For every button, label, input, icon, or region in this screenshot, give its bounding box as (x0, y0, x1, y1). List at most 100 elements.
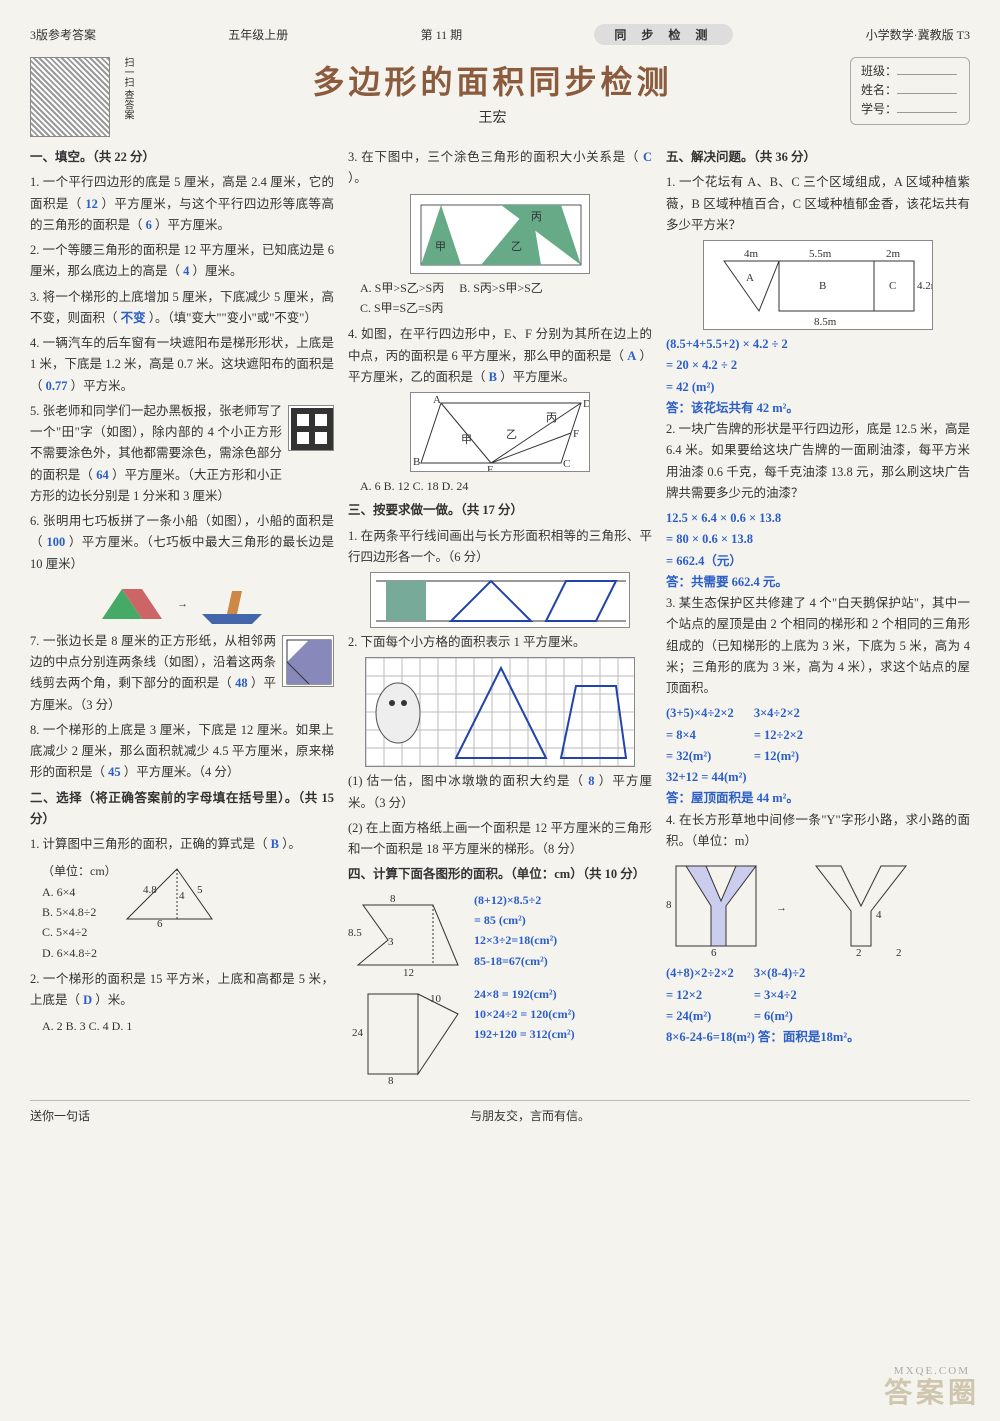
watermark: 答案圈 (884, 1371, 980, 1411)
svg-text:2m: 2m (886, 248, 901, 260)
svg-text:8.5m: 8.5m (814, 316, 837, 328)
author: 王宏 (135, 107, 850, 127)
svg-text:D: D (583, 398, 590, 410)
hdr-left1: 3版参考答案 (30, 26, 96, 43)
svg-text:→: → (177, 598, 188, 610)
c2-q3-2-2: (2) 在上面方格纸上画一个面积是 12 平方厘米的三角形和一个面积是 18 平… (348, 818, 652, 861)
hdr-left2: 五年级上册 (228, 26, 288, 43)
c3-q3-sum: 32+12 = 44(m²) (666, 767, 970, 788)
column-3: 五、解决问题。（共 36 分） 1. 一个花坛有 A、B、C 三个区域组成，A … (666, 147, 970, 1084)
calc4-1: (8+12)×8.5÷2 = 85 (cm²) 12×3÷2=18(cm²) 8… (474, 890, 557, 980)
c3-q3-work: (3+5)×4÷2×2 = 8×4 = 32(m²) 3×4÷2×2 = 12÷… (666, 703, 970, 767)
title-row: 扫一扫 查答案 多边形的面积同步检测 王宏 班级： 姓名： 学号： (30, 57, 970, 137)
lbl-id: 学号： (861, 102, 897, 116)
svg-text:C: C (889, 280, 896, 292)
svg-text:乙: 乙 (506, 428, 517, 441)
svg-text:12: 12 (403, 967, 414, 979)
flowerbed: 4m 5.5m 2m 4.2m 8.5m A B C (703, 240, 933, 330)
c2-q3: 3. 在下图中，三个涂色三角形的面积大小关系是（ C ）。 (348, 147, 652, 190)
svg-text:丙: 丙 (546, 412, 557, 424)
q3: 3. 将一个梯形的上底增加 5 厘米，下底减少 5 厘米，高不变，则面积（ 不变… (30, 287, 334, 330)
q2-2: 2. 一个梯形的面积是 15 平方米，上底和高都是 5 米，上底是（ D ）米。 (30, 969, 334, 1012)
q1: 1. 一个平行四边形的底是 5 厘米，高是 2.4 厘米，它的面积是（ 12 ）… (30, 172, 334, 236)
hdr-right: 小学数学·冀教版 T3 (866, 26, 970, 43)
svg-text:8: 8 (666, 899, 672, 911)
q2-1: 1. 计算图中三角形的面积，正确的算式是（ B ）。 (30, 834, 334, 855)
c2-q3-1: 1. 在两条平行线间画出与长方形面积相等的三角形、平行四边形各一个。（6 分） (348, 526, 652, 569)
student-info-box: 班级： 姓名： 学号： (850, 57, 970, 125)
grid-bingdun (365, 657, 635, 767)
tangram-boat: → (92, 579, 272, 629)
lbl-class: 班级： (861, 64, 897, 78)
svg-text:8: 8 (388, 1075, 394, 1084)
svg-text:4: 4 (179, 890, 185, 902)
sec5-head: 五、解决问题。（共 36 分） (666, 147, 970, 168)
qr-label: 扫一扫 查答案 (120, 57, 135, 120)
svg-text:4m: 4m (744, 248, 759, 260)
main-title: 多边形的面积同步检测 (135, 57, 850, 103)
c2-q4-opts: A. 6 B. 12 C. 18 D. 24 (360, 476, 652, 496)
header-band: 3版参考答案 五年级上册 第 11 期 同 步 检 测 小学数学·冀教版 T3 (30, 20, 970, 49)
svg-text:C: C (563, 458, 570, 470)
column-2: 3. 在下图中，三个涂色三角形的面积大小关系是（ C ）。 甲乙丙 A. S甲>… (348, 147, 652, 1084)
c3-q3-ans: 答：屋顶面积是 44 m²。 (666, 788, 970, 809)
svg-text:2: 2 (896, 947, 902, 956)
svg-text:A: A (433, 394, 441, 406)
cut-square (282, 635, 334, 687)
sec4-head: 四、计算下面各图形的面积。（单位：cm）（共 10 分） (348, 864, 652, 885)
footer-center: 与朋友交，言而有信。 (470, 1107, 590, 1124)
svg-text:E: E (487, 464, 494, 472)
q5: 5. 张老师和同学们一起办黑板报，张老师写了一个"田"字（如图），除内部的 4 … (30, 401, 282, 507)
sec3-head: 三、按要求做一做。（共 17 分） (348, 500, 652, 521)
c3-q2: 2. 一块广告牌的形状是平行四边形，底是 12.5 米，高是 6.4 米。如果要… (666, 419, 970, 504)
svg-text:B: B (413, 456, 420, 468)
svg-text:2: 2 (856, 947, 862, 956)
shape4-1: 8 12 3 8.5 (348, 890, 468, 980)
c3-q4-work: (4+8)×2÷2×2 = 12×2 = 24(m²) 3×(8-4)÷2 = … (666, 963, 970, 1027)
svg-text:F: F (573, 428, 579, 440)
q2-2-opts: A. 2 B. 3 C. 4 D. 1 (42, 1016, 334, 1036)
svg-text:A: A (746, 272, 754, 284)
q4: 4. 一辆汽车的后车窗有一块遮阳布是梯形形状，上底是 1 米，下底是 1.2 米… (30, 333, 334, 397)
svg-text:→: → (776, 902, 787, 914)
shape4-2: 24 8 10 (348, 984, 468, 1084)
content-columns: 一、填空。（共 22 分） 1. 一个平行四边形的底是 5 厘米，高是 2.4 … (30, 147, 970, 1084)
triangle-2-1: 4 6 4.8 5 (117, 859, 227, 929)
svg-text:5: 5 (197, 884, 203, 896)
q2-1-choices: （单位：cm） A. 6×4 B. 5×4.8÷2 C. 5×4÷2 D. 6×… (42, 861, 117, 963)
svg-text:B: B (819, 280, 826, 292)
parallel-lines-draw (370, 572, 630, 628)
svg-text:8.5: 8.5 (348, 927, 362, 939)
svg-text:8: 8 (390, 893, 396, 905)
svg-text:10: 10 (430, 993, 442, 1005)
svg-text:24: 24 (352, 1027, 364, 1039)
c3-q4-ans: 8×6-24-6=18(m²) 答：面积是18m²。 (666, 1027, 970, 1048)
q7: 7. 一张边长是 8 厘米的正方形纸，从相邻两边的中点分别连两条线（如图），沿着… (30, 631, 276, 716)
c3-q3: 3. 某生态保护区共修建了 4 个"白天鹅保护站"，其中一个站点的屋顶是由 2 … (666, 593, 970, 699)
three-triangles: 甲 乙 丙 (410, 194, 590, 274)
lbl-name: 姓名： (861, 83, 897, 97)
svg-text:乙: 乙 (511, 240, 522, 253)
parallelogram-ef: A D B C E F 甲 乙 丙 (410, 392, 590, 472)
svg-text:6: 6 (157, 918, 163, 929)
svg-text:4.8: 4.8 (143, 884, 157, 896)
q8: 8. 一个梯形的上底是 3 厘米，下底是 12 厘米。如果上底减少 2 厘米，那… (30, 720, 334, 784)
c3-q1: 1. 一个花坛有 A、B、C 三个区域组成，A 区域种植紫薇，B 区域种植百合，… (666, 172, 970, 236)
svg-text:4: 4 (876, 909, 882, 921)
c3-q4: 4. 在长方形草地中间修一条"Y"字形小路，求小路的面积。（单位：m） (666, 810, 970, 853)
footer-left: 送你一句话 (30, 1107, 90, 1124)
svg-text:甲: 甲 (435, 241, 446, 253)
footer: 送你一句话 与朋友交，言而有信。 (30, 1100, 970, 1124)
column-1: 一、填空。（共 22 分） 1. 一个平行四边形的底是 5 厘米，高是 2.4 … (30, 147, 334, 1084)
hdr-left3: 第 11 期 (421, 26, 463, 43)
c2-q3-opts: A. S甲>S乙>S丙 B. S丙>S甲>S乙 C. S甲=S乙=S丙 (360, 278, 652, 319)
svg-text:6: 6 (711, 947, 717, 956)
hdr-center: 同 步 检 测 (594, 24, 733, 45)
svg-text:3: 3 (388, 936, 394, 948)
sec1-head: 一、填空。（共 22 分） (30, 147, 334, 168)
svg-text:甲: 甲 (461, 434, 472, 446)
svg-text:4.2m: 4.2m (917, 280, 933, 292)
q2: 2. 一个等腰三角形的面积是 12 平方厘米，已知底边是 6 厘米，那么底边上的… (30, 240, 334, 283)
svg-text:丙: 丙 (531, 211, 542, 223)
svg-text:5.5m: 5.5m (809, 248, 832, 260)
